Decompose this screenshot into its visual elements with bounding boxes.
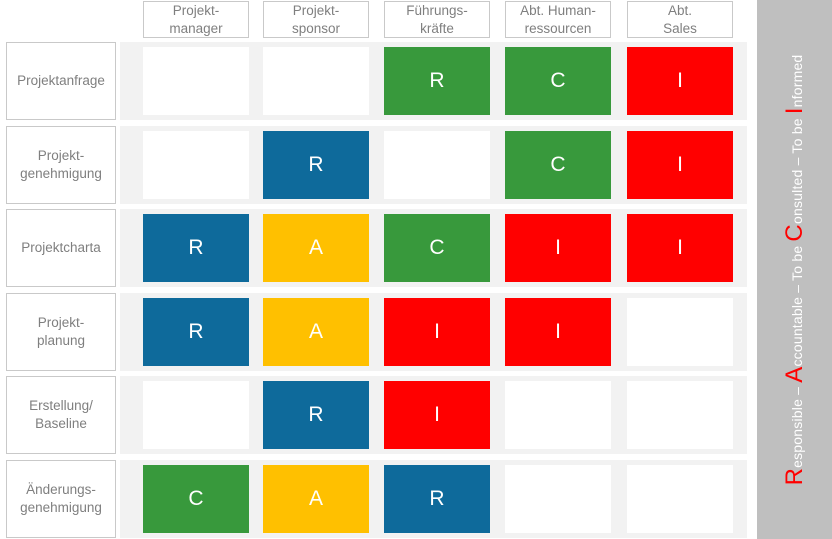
legend-initial-r: R [780,467,808,485]
column-header-line: Abt. [667,2,692,18]
row-header-line: genehmigung [20,166,102,181]
column-header-line: Projekt- [292,2,340,18]
row-header-line: Projektcharta [21,240,101,256]
raci-cell: A [263,298,369,366]
column-header-line: sponsor [291,20,341,36]
raci-cell: I [384,381,490,449]
column-header-line: kräfte [420,20,454,36]
row-header-line: Projekt- [37,315,85,331]
row-header-projektanfrage: Projektanfrage [6,42,116,120]
raci-cell [143,131,249,199]
legend-word: esponsible [788,398,805,468]
legend-word: ccountable [788,296,805,367]
row-header-line: Projekt- [37,148,85,164]
row-header-line: planung [36,333,86,348]
raci-cell: I [505,214,611,282]
raci-cell: R [143,214,249,282]
raci-cell: I [627,131,733,199]
legend-initial-c: C [780,223,808,242]
legend-word: onsulted [788,168,805,224]
matrix-row: R C I [120,42,747,120]
raci-cell: R [263,131,369,199]
raci-cell [627,381,733,449]
raci-cell [143,381,249,449]
column-header-line: Abt. Human- [520,2,596,18]
raci-cell: C [143,465,249,533]
legend-initial-i: I [780,106,808,114]
raci-cell: R [384,465,490,533]
raci-cell [505,381,611,449]
raci-cell [627,298,733,366]
legend-word: nformed [788,54,805,107]
legend-text: Responsible – Accountable – To be Consul… [781,54,809,485]
matrix-row: R A C I I [120,209,747,287]
column-header-line: ressourcen [524,20,592,36]
column-header-abt-humanressourcen: Abt. Human- ressourcen [505,1,611,38]
column-header-line: manager [169,20,223,36]
matrix-row: R C I [120,126,747,204]
raci-cell: I [505,298,611,366]
legend-sidebar: Responsible – Accountable – To be Consul… [757,0,832,539]
column-header-fuehrungskraefte: Führungs- kräfte [384,1,490,38]
legend-separator: – [788,382,805,399]
column-header-projektmanager: Projekt- manager [143,1,249,38]
matrix-row: R A I I [120,293,747,371]
raci-cell: C [505,131,611,199]
raci-cell: A [263,214,369,282]
column-header-line: Sales [663,20,697,36]
legend-separator: – To be [788,241,805,297]
raci-cell: C [384,214,490,282]
legend-initial-a: A [780,366,808,383]
raci-cell [627,465,733,533]
row-header-projektgenehmigung: Projekt- genehmigung [6,126,116,204]
column-header-projektsponsor: Projekt- sponsor [263,1,369,38]
raci-cell: R [263,381,369,449]
row-header-aenderungsgenehmigung: Änderungs- genehmigung [6,460,116,538]
raci-cell: I [627,214,733,282]
row-header-line: Baseline [35,416,87,431]
raci-cell: R [143,298,249,366]
raci-cell [384,131,490,199]
raci-cell: I [384,298,490,366]
row-header-line: genehmigung [20,500,102,515]
matrix-row: C A R [120,460,747,538]
row-header-line: Erstellung/ [29,398,93,414]
raci-cell: R [384,47,490,115]
row-header-erstellung-baseline: Erstellung/ Baseline [6,376,116,454]
column-header-abt-sales: Abt. Sales [627,1,733,38]
row-header-projektcharta: Projektcharta [6,209,116,287]
raci-cell: I [627,47,733,115]
row-header-line: Projektanfrage [17,73,105,89]
raci-cell [505,465,611,533]
raci-cell: C [505,47,611,115]
raci-cell [263,47,369,115]
matrix-row: R I [120,376,747,454]
raci-cell [143,47,249,115]
row-header-line: Änderungs- [26,482,96,498]
column-header-line: Führungs- [406,2,468,18]
legend-separator: – To be [788,113,805,169]
raci-cell: A [263,465,369,533]
row-header-projektplanung: Projekt- planung [6,293,116,371]
column-header-line: Projekt- [172,2,220,18]
